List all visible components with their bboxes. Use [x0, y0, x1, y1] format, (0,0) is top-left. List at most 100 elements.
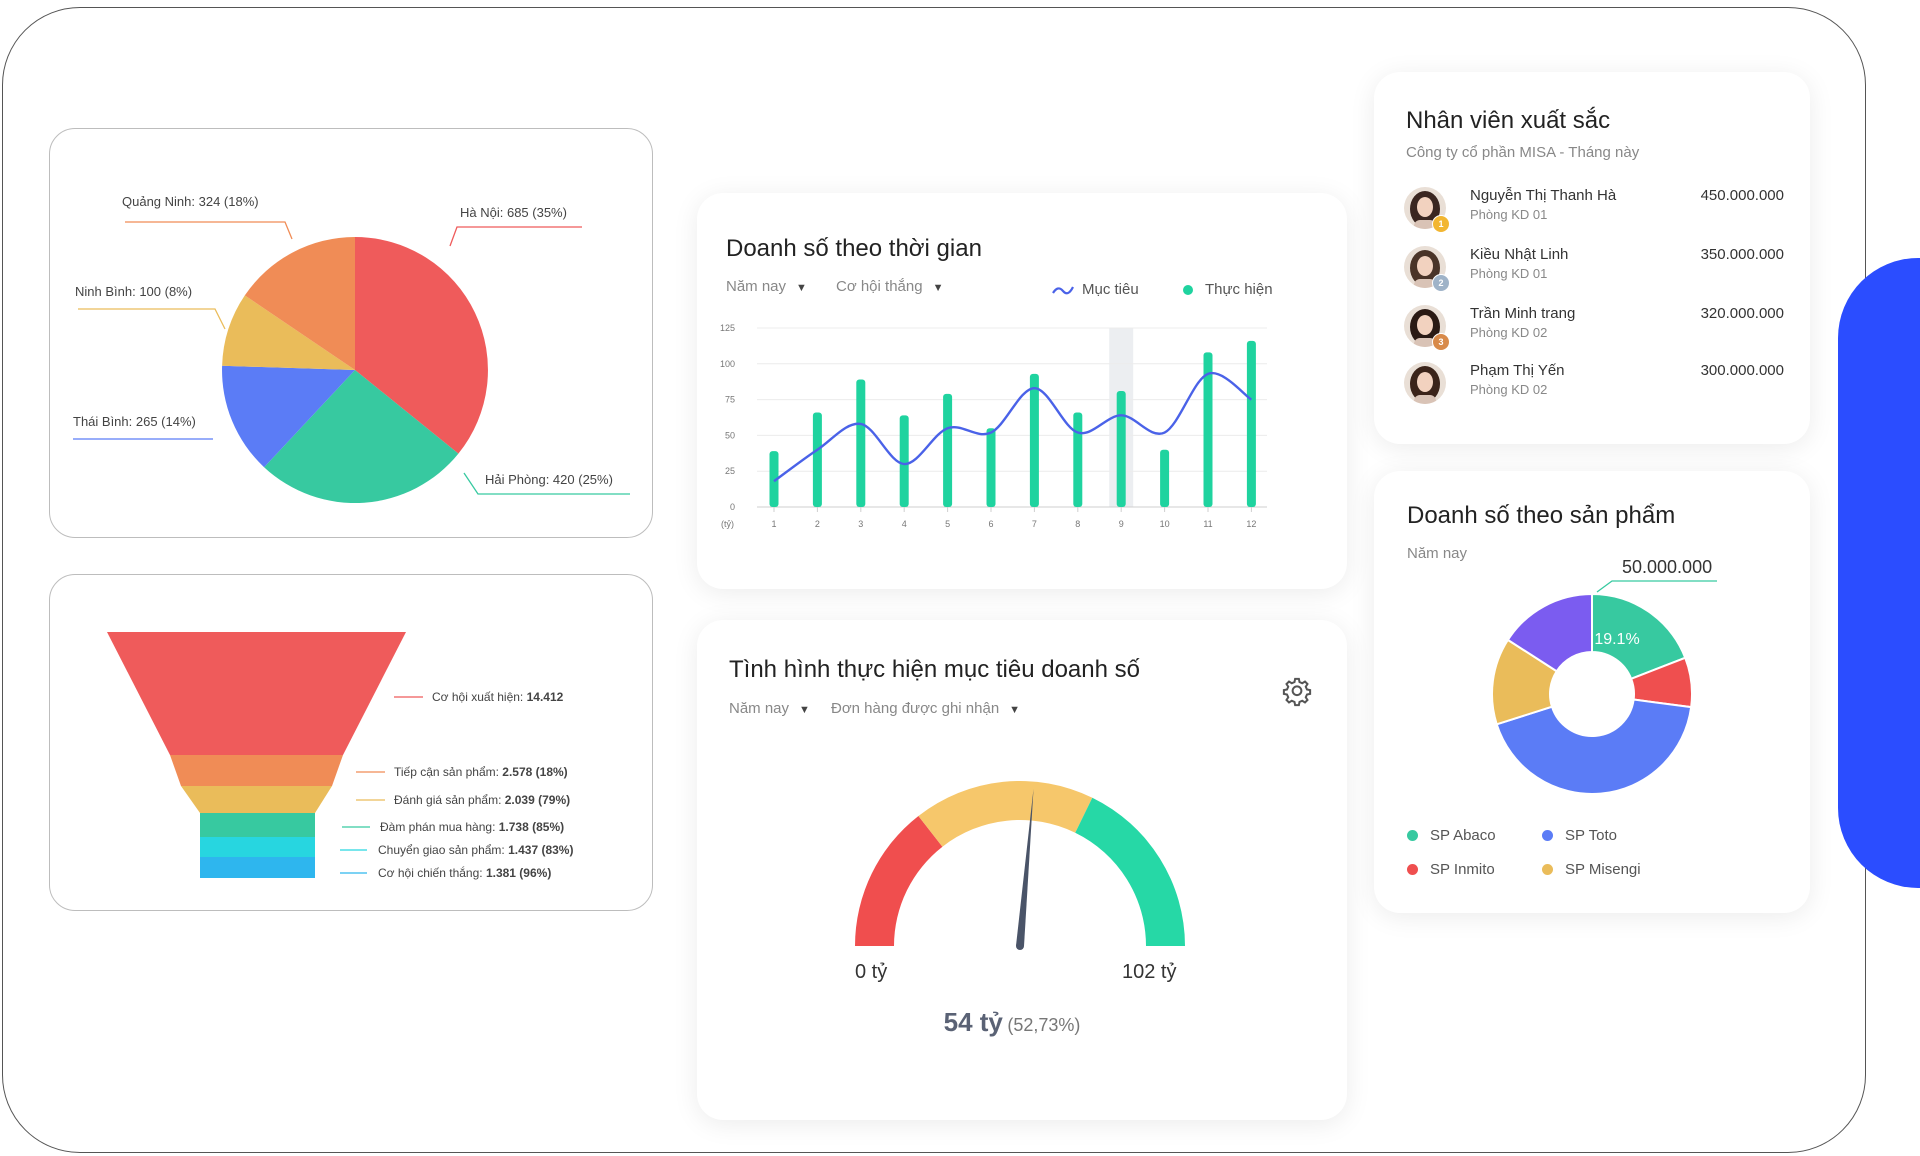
pie-leader-lines	[73, 221, 630, 495]
pie-slice-hanoi[interactable]	[355, 237, 488, 454]
employee-row[interactable]: 3 Trần Minh trang Phòng KD 02 320.000.00…	[1404, 305, 1784, 355]
bar-actual-6[interactable]	[986, 428, 996, 507]
employees-title: Nhân viên xuất sắc	[1406, 107, 1611, 134]
funnel-stage-3[interactable]	[181, 786, 332, 813]
legend-dot-icon	[1183, 284, 1193, 295]
x-tick-label: 6	[988, 519, 993, 529]
gauge-max-label: 102 tỷ	[1122, 961, 1177, 983]
employee-row[interactable]: Phạm Thị Yến Phòng KD 02 300.000.000	[1404, 362, 1784, 412]
bar-actual-4[interactable]	[899, 415, 909, 507]
legend-sp-toto[interactable]: SP Toto	[1542, 827, 1617, 844]
bar-actual-11[interactable]	[1203, 352, 1213, 507]
pie-slice-quangninh[interactable]	[244, 236, 355, 370]
rank-badge-icon: 3	[1432, 333, 1450, 351]
x-tick-label: 7	[1032, 519, 1037, 529]
pie-label-ninhbinh: Ninh Bình: 100 (8%)	[75, 284, 192, 299]
pie-slice-thaibinh[interactable]	[222, 365, 355, 468]
donut-slice-5[interactable]	[1506, 592, 1593, 673]
donut-highlight-label: 19.1%	[1594, 631, 1639, 648]
chevron-down-icon: ▼	[932, 282, 944, 294]
gauge-needle-hub	[1016, 942, 1024, 950]
pie-slice-ninhbinh[interactable]	[222, 295, 355, 370]
gear-icon[interactable]	[1282, 677, 1312, 707]
funnel-stage-6[interactable]	[200, 857, 315, 878]
product-title: Doanh số theo sản phẩm	[1407, 502, 1676, 529]
y-tick-label: 100	[720, 359, 735, 369]
pie-label-haiphong: Hải Phòng: 420 (25%)	[485, 472, 613, 487]
pie-label-hanoi: Hà Nội: 685 (35%)	[460, 205, 567, 220]
gauge-segment-3	[1075, 797, 1185, 946]
y-tick-label: 25	[725, 466, 735, 476]
bar-actual-2[interactable]	[812, 412, 822, 507]
bar-actual-12[interactable]	[1246, 340, 1256, 507]
leader-quangninh	[125, 221, 293, 240]
employee-department: Phòng KD 01	[1470, 207, 1548, 222]
employee-row[interactable]: 1 Nguyễn Thị Thanh Hà Phòng KD 01 450.00…	[1404, 187, 1784, 237]
y-tick-label: 125	[720, 323, 735, 333]
product-period-filter[interactable]: Năm nay	[1407, 545, 1468, 562]
funnel-label-3: Đánh giá sản phẩm: 2.039 (79%)	[394, 793, 570, 807]
line-legend-icon	[1052, 285, 1074, 294]
y-tick-label: 75	[725, 395, 735, 405]
legend-actual[interactable]: Thực hiện	[1183, 281, 1273, 298]
donut-slice-1[interactable]	[1591, 592, 1687, 681]
bar-actual-8[interactable]	[1073, 412, 1083, 507]
gauge-type-dropdown[interactable]: Đơn hàng được ghi nhận ▼	[831, 700, 1021, 717]
employee-sales-amount: 300.000.000	[1700, 362, 1784, 379]
employee-row[interactable]: 2 Kiều Nhật Linh Phòng KD 01 350.000.000	[1404, 246, 1784, 296]
employee-department: Phòng KD 02	[1470, 382, 1548, 397]
bar-actual-10[interactable]	[1160, 449, 1170, 507]
leader-hanoi	[449, 226, 582, 247]
gauge-title: Tình hình thực hiện mục tiêu doanh số	[729, 656, 1140, 683]
x-tick-label: 9	[1119, 519, 1124, 529]
chevron-down-icon: ▼	[796, 282, 807, 294]
legend-sp-abaco[interactable]: SP Abaco	[1407, 827, 1496, 844]
legend-target[interactable]: Mục tiêu	[1052, 281, 1139, 298]
sales-target-gauge	[855, 781, 1185, 950]
x-tick-label: 3	[858, 519, 863, 529]
y-tick-label: 50	[725, 430, 735, 440]
bar-actual-9[interactable]	[1116, 391, 1126, 507]
pie-label-thaibinh: Thái Bình: 265 (14%)	[73, 414, 196, 429]
rank-badge-icon: 2	[1432, 274, 1450, 292]
funnel-stage-1[interactable]	[107, 632, 406, 755]
funnel-label-2: Tiếp cận sản phẩm: 2.578 (18%)	[394, 765, 568, 779]
chevron-down-icon: ▼	[1009, 704, 1021, 716]
donut-slice-3[interactable]	[1495, 698, 1693, 795]
bar-actual-3[interactable]	[856, 379, 866, 507]
funnel-leader-lines	[340, 696, 423, 874]
funnel-stage-5[interactable]	[200, 837, 315, 857]
rank-badge-icon: 1	[1432, 215, 1450, 233]
time-type-dropdown[interactable]: Cơ hội thắng ▼	[836, 278, 944, 295]
avatar	[1404, 187, 1446, 229]
bar-actual-5[interactable]	[943, 393, 953, 507]
legend-sp-inmito[interactable]: SP Inmito	[1407, 861, 1495, 878]
gauge-segment-2	[918, 781, 1093, 847]
gauge-needle	[1016, 788, 1034, 947]
x-tick-label: 11	[1203, 519, 1212, 529]
employees-subtitle: Công ty cổ phần MISA - Tháng này	[1406, 144, 1640, 161]
target-line[interactable]	[773, 371, 1253, 483]
employee-name: Kiều Nhật Linh	[1470, 246, 1569, 263]
employee-sales-amount: 450.000.000	[1700, 187, 1784, 204]
legend-sp-misengi[interactable]: SP Misengi	[1542, 861, 1641, 878]
time-period-dropdown[interactable]: Năm nay ▼	[726, 278, 807, 295]
leader-haiphong	[463, 472, 630, 495]
x-tick-label: 2	[815, 519, 820, 529]
bar-actual-1[interactable]	[769, 451, 779, 507]
funnel-stage-4[interactable]	[200, 813, 315, 837]
callout-value: 50.000.000	[1622, 557, 1712, 577]
legend-dot-icon	[1542, 864, 1553, 875]
product-donut-chart: 19.1% 50.000.000	[1491, 557, 1717, 795]
pie-slice-haiphong[interactable]	[264, 370, 459, 504]
gauge-period-dropdown[interactable]: Năm nay ▼	[729, 700, 810, 717]
chevron-down-icon: ▼	[799, 704, 810, 716]
gauge-value-label: 54 tỷ (52,73%)	[943, 1007, 1081, 1037]
bar-actual-7[interactable]	[1029, 373, 1039, 507]
employee-department: Phòng KD 02	[1470, 325, 1548, 340]
funnel-stage-2[interactable]	[170, 755, 343, 786]
employee-name: Trần Minh trang	[1470, 305, 1576, 322]
y-unit-label: (tỷ)	[721, 519, 734, 529]
funnel-label-6: Cơ hội chiến thắng: 1.381 (96%)	[378, 865, 551, 880]
